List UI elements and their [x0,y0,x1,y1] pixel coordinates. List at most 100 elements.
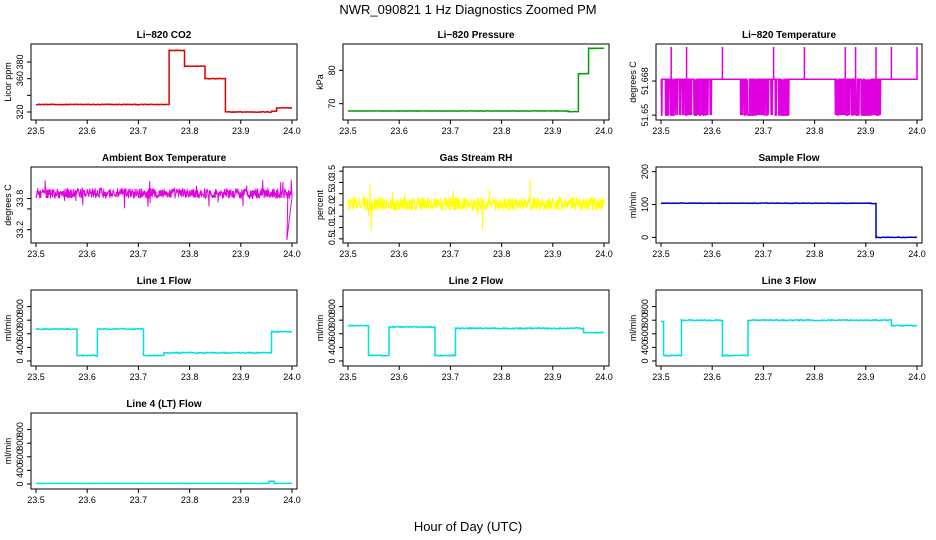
panel-8: Line 2 Flow ml/min 23.5 23.6 23.7 23.8 23.9 24.… [315,276,613,382]
y-tick-label: 0.5 [327,233,337,246]
panel-frame [342,289,610,367]
panel-frame [655,289,923,367]
y-tick-label: 800 [15,299,25,314]
panel-2: Li−820 Pressure kPa 23.5 23.6 23.7 23.8 23.9 24… [315,30,613,136]
x-tick-label: 23.9 [544,126,562,136]
y-tick-label: 100 [640,197,650,212]
x-tick-label: 23.8 [806,126,824,136]
y-tick-label: 1.5 [327,210,337,223]
x-tick-label: 23.6 [703,126,721,136]
x-tick-label: 23.9 [232,249,250,259]
y-tick-label: 800 [15,313,25,328]
x-tick-label: 23.7 [130,372,148,382]
x-tick-label: 23.9 [232,126,250,136]
panel-title: Li−820 Temperature [742,30,836,41]
x-tick-label: 23.8 [493,372,511,382]
panel-3: Li−820 Temperature degrees C 23.5 23.6 23.7 2… [628,30,926,136]
panel-5: Gas Stream RH percent 23.5 23.6 23.7 23.8 23.9… [315,153,613,259]
y-tick-label: 800 [15,422,25,437]
figure-xlabel: Hour of Day (UTC) [414,519,522,534]
x-tick-label: 23.6 [390,249,408,259]
x-tick-label: 23.5 [27,249,45,259]
y-tick-label: 400 [640,340,650,355]
y-tick-label: 3.0 [327,176,337,189]
x-tick-label: 23.5 [652,249,670,259]
x-tick-label: 23.5 [27,372,45,382]
panel-6: Sample Flow ml/min 23.5 23.6 23.7 23.8 23.9 24.… [628,153,926,259]
y-tick-label: 320 [15,104,25,119]
y-tick-label: 400 [327,340,337,355]
x-tick-label: 23.8 [181,249,199,259]
y-tick-label: 80 [327,65,337,75]
y-tick-label: 800 [15,436,25,451]
x-tick-label: 24.0 [908,126,926,136]
x-tick-label: 23.8 [806,372,824,382]
series-line [347,324,604,357]
y-tick-label: 2.0 [327,199,337,212]
x-tick-label: 24.0 [283,126,301,136]
x-tick-label: 24.0 [283,249,301,259]
x-tick-label: 23.7 [442,372,460,382]
x-tick-label: 23.6 [390,372,408,382]
x-tick-label: 23.5 [652,126,670,136]
y-tick-label: 2.5 [327,187,337,200]
x-tick-label: 23.7 [755,249,773,259]
y-axis-label: ml/min [315,315,325,342]
panels: Li−820 CO2 Licor ppm 23.5 23.6 23.7 23.8 23.9 2… [3,30,926,505]
x-tick-label: 23.6 [78,495,96,505]
x-tick-label: 23.5 [27,126,45,136]
x-tick-label: 23.7 [755,126,773,136]
y-axis-label: degrees C [3,184,13,226]
x-tick-label: 23.8 [181,126,199,136]
y-tick-label: 0 [640,235,650,240]
y-axis-label: Licor ppm [3,62,13,102]
x-tick-label: 23.9 [232,495,250,505]
y-axis-label: ml/min [628,315,638,342]
y-axis-label: ml/min [3,438,13,465]
series-line [347,47,604,113]
y-tick-label: 800 [640,313,650,328]
x-tick-label: 24.0 [595,372,613,382]
x-tick-label: 23.9 [857,126,875,136]
y-tick-label: 400 [15,463,25,478]
x-tick-label: 23.6 [78,249,96,259]
y-tick-label: 800 [327,299,337,314]
y-axis-label: degrees C [628,61,638,103]
panel-title: Sample Flow [758,153,819,164]
series-line [35,480,292,485]
panel-frame [655,166,923,244]
x-tick-label: 23.6 [78,126,96,136]
y-tick-label: 380 [15,54,25,69]
y-tick-label: 0 [15,481,25,486]
y-axis-label: ml/min [628,192,638,219]
panel-frame [30,412,298,490]
series-line [660,202,918,239]
y-axis-label: percent [315,189,325,220]
series-line [660,47,918,116]
y-tick-label: 33.2 [15,221,25,239]
y-tick-label: 600 [15,449,25,464]
panel-title: Gas Stream RH [440,153,513,164]
panel-title: Line 1 Flow [137,276,192,287]
x-tick-label: 23.7 [755,372,773,382]
y-tick-label: 600 [15,326,25,341]
x-tick-label: 23.6 [703,372,721,382]
x-tick-label: 23.9 [232,372,250,382]
panel-title: Line 2 Flow [449,276,504,287]
x-tick-label: 24.0 [908,249,926,259]
x-tick-label: 23.5 [27,495,45,505]
x-tick-label: 23.8 [181,372,199,382]
x-tick-label: 23.6 [703,249,721,259]
x-tick-label: 23.5 [652,372,670,382]
figure-title: NWR_090821 1 Hz Diagnostics Zoomed PM [339,2,596,17]
series-line [35,179,293,241]
panel-7: Line 1 Flow ml/min 23.5 23.6 23.7 23.8 23.9 24.… [3,276,301,382]
x-tick-label: 24.0 [595,249,613,259]
y-tick-label: 600 [640,326,650,341]
panel-title: Line 4 (LT) Flow [126,399,202,410]
x-tick-label: 23.9 [857,372,875,382]
y-tick-label: 51.668 [640,67,650,95]
x-tick-label: 23.8 [493,249,511,259]
y-tick-label: 0 [640,358,650,363]
